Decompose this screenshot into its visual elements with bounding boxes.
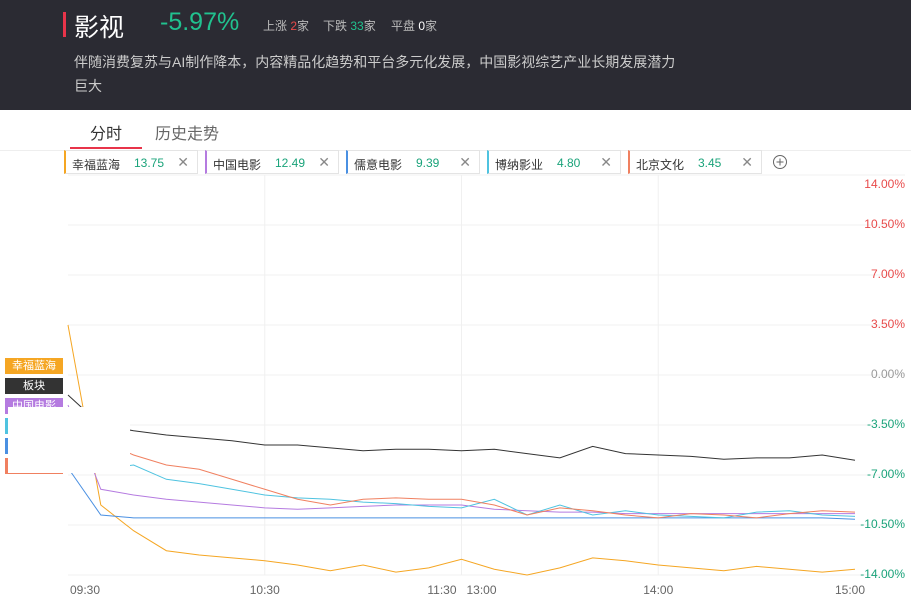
close[interactable]: ✕ <box>600 154 612 170</box>
series-tag-label: 板块 <box>23 378 45 392</box>
stock-name: 儒意电影 <box>354 158 403 172</box>
x-tick-label: 14:00 <box>643 583 673 597</box>
label: 上涨 <box>263 19 288 33</box>
series-line <box>67 424 856 519</box>
add-button[interactable] <box>773 155 787 169</box>
stock-chip[interactable]: 博纳影业 4.80 ✕ <box>487 150 621 174</box>
x-tick-label: 10:30 <box>250 583 280 597</box>
stock-chip[interactable]: 幸福蓝海 13.75 ✕ <box>64 150 198 174</box>
x-tick-label: 11:30 <box>427 583 456 597</box>
unit: 家 <box>363 19 376 33</box>
description: 伴随消费复苏与AI制作降本，内容精品化趋势和平台多元化发展，中国影视综艺产业长期… <box>74 54 676 94</box>
title-bar <box>63 12 66 37</box>
series-line <box>67 404 855 515</box>
y-tick-label: -14.00% <box>860 567 905 581</box>
x-tick-label: 15:00 <box>835 583 865 597</box>
header: 影视 -5.97% 上涨 2家 下跌 33家 平盘 0家 伴随消费复苏与AI制作… <box>0 0 911 110</box>
stock-name: 幸福蓝海 <box>72 158 121 172</box>
title: 影视 <box>74 14 125 42</box>
add-icon <box>776 158 784 166</box>
stock-price: 13.75 <box>134 156 165 170</box>
y-tick-label: 3.50% <box>871 317 905 331</box>
stock-name: 中国电影 <box>213 158 262 172</box>
series-tag-label: 幸福蓝海 <box>12 358 56 372</box>
stock-chip[interactable]: 中国电影 12.49 ✕ <box>205 150 339 174</box>
tab[interactable]: 分时 <box>90 126 123 143</box>
up: 上涨 2家 <box>263 17 309 34</box>
count: 2 <box>290 19 298 33</box>
label: 下跌 <box>323 19 348 33</box>
stock-price: 3.45 <box>698 156 722 170</box>
close[interactable]: ✕ <box>741 154 753 170</box>
label: 平盘 <box>391 19 416 33</box>
stock-chip[interactable]: 北京文化 3.45 ✕ <box>628 150 762 174</box>
flat: 平盘 0家 <box>391 17 437 34</box>
stock-price: 4.80 <box>557 156 581 170</box>
tab[interactable]: 历史走势 <box>155 126 220 143</box>
x-tick-label: 13:00 <box>467 583 497 597</box>
stock-name: 北京文化 <box>636 158 685 172</box>
y-tick-label: -7.00% <box>867 467 905 481</box>
y-tick-label: -3.50% <box>867 417 905 431</box>
tooltip-overlay <box>8 407 130 473</box>
change: -5.97% <box>160 8 240 36</box>
count: 0 <box>418 19 426 33</box>
close[interactable]: ✕ <box>459 154 471 170</box>
stock-price: 9.39 <box>416 156 440 170</box>
y-tick-label: 7.00% <box>871 267 905 281</box>
y-tick-label: -10.50% <box>860 517 905 531</box>
series-tag <box>5 358 63 374</box>
y-tick-label: 10.50% <box>864 217 905 231</box>
unit: 家 <box>425 19 438 33</box>
series-tag <box>5 378 63 394</box>
count: 33 <box>350 19 364 33</box>
stock-chip[interactable]: 儒意电影 9.39 ✕ <box>346 150 480 174</box>
stock-name: 博纳影业 <box>495 158 544 172</box>
y-tick-label: 14.00% <box>864 177 905 191</box>
series-line <box>67 394 856 461</box>
close[interactable]: ✕ <box>177 154 189 170</box>
close[interactable]: ✕ <box>318 154 330 170</box>
unit: 家 <box>297 19 310 33</box>
series-line <box>67 409 856 519</box>
series-line <box>67 324 856 576</box>
tab-underline <box>70 147 142 149</box>
y-tick-label: 0.00% <box>871 367 905 381</box>
x-tick-label: 09:30 <box>70 583 100 597</box>
stock-price: 12.49 <box>275 156 306 170</box>
down: 下跌 33家 <box>323 17 376 34</box>
